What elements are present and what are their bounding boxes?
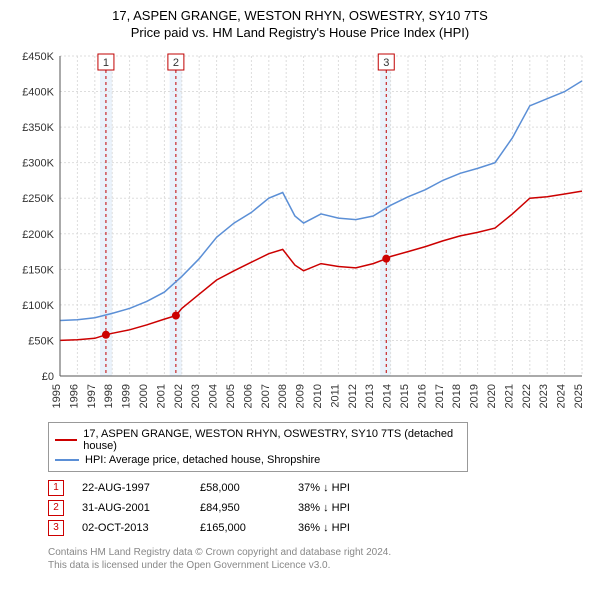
sale-date: 31-AUG-2001 xyxy=(82,502,182,514)
svg-text:2009: 2009 xyxy=(295,384,307,408)
sale-price: £58,000 xyxy=(200,482,280,494)
legend: 17, ASPEN GRANGE, WESTON RHYN, OSWESTRY,… xyxy=(48,422,468,472)
svg-text:£300K: £300K xyxy=(22,157,54,169)
svg-text:£450K: £450K xyxy=(22,51,54,63)
svg-text:1998: 1998 xyxy=(103,384,115,408)
sale-delta: 38% ↓ HPI xyxy=(298,502,378,514)
table-row: 1 22-AUG-1997 £58,000 37% ↓ HPI xyxy=(48,478,586,498)
svg-text:£0: £0 xyxy=(42,371,54,383)
svg-text:2010: 2010 xyxy=(312,384,324,408)
svg-text:£50K: £50K xyxy=(28,335,54,347)
table-row: 2 31-AUG-2001 £84,950 38% ↓ HPI xyxy=(48,498,586,518)
legend-label: HPI: Average price, detached house, Shro… xyxy=(85,454,320,466)
table-row: 3 02-OCT-2013 £165,000 36% ↓ HPI xyxy=(48,518,586,538)
legend-swatch xyxy=(55,459,79,461)
svg-text:2008: 2008 xyxy=(277,384,289,408)
title-block: 17, ASPEN GRANGE, WESTON RHYN, OSWESTRY,… xyxy=(10,8,590,42)
legend-item: 17, ASPEN GRANGE, WESTON RHYN, OSWESTRY,… xyxy=(55,427,461,453)
sale-price: £84,950 xyxy=(200,502,280,514)
svg-text:1996: 1996 xyxy=(68,384,80,408)
chart-container: 17, ASPEN GRANGE, WESTON RHYN, OSWESTRY,… xyxy=(0,0,600,590)
sale-marker-icon: 2 xyxy=(48,500,64,516)
title-line2: Price paid vs. HM Land Registry's House … xyxy=(10,25,590,42)
legend-item: HPI: Average price, detached house, Shro… xyxy=(55,453,461,467)
sale-delta: 37% ↓ HPI xyxy=(298,482,378,494)
sale-marker-icon: 1 xyxy=(48,480,64,496)
svg-text:£150K: £150K xyxy=(22,264,54,276)
svg-text:2018: 2018 xyxy=(451,384,463,408)
line-chart: £0 £50K £100K £150K £200K £250K £300K £350K £400… xyxy=(10,46,590,416)
sale-date: 22-AUG-1997 xyxy=(82,482,182,494)
sales-table: 1 22-AUG-1997 £58,000 37% ↓ HPI 2 31-AUG… xyxy=(48,478,586,538)
svg-text:2: 2 xyxy=(173,57,179,69)
svg-text:1999: 1999 xyxy=(121,384,133,408)
svg-text:2021: 2021 xyxy=(503,384,515,408)
footer-line2: This data is licensed under the Open Gov… xyxy=(48,559,586,572)
svg-text:2022: 2022 xyxy=(521,384,533,408)
svg-text:2006: 2006 xyxy=(242,384,254,408)
svg-text:£200K: £200K xyxy=(22,229,54,241)
sale-price: £165,000 xyxy=(200,522,280,534)
svg-text:2004: 2004 xyxy=(208,384,220,408)
svg-text:£350K: £350K xyxy=(22,122,54,134)
svg-text:1: 1 xyxy=(103,57,109,69)
svg-text:3: 3 xyxy=(383,57,389,69)
svg-text:1997: 1997 xyxy=(86,384,98,408)
sale-marker-icon: 3 xyxy=(48,520,64,536)
svg-text:2002: 2002 xyxy=(173,384,185,408)
svg-text:2024: 2024 xyxy=(556,384,568,408)
svg-text:1995: 1995 xyxy=(51,384,63,408)
sale-date: 02-OCT-2013 xyxy=(82,522,182,534)
svg-text:£250K: £250K xyxy=(22,193,54,205)
chart-area: £0 £50K £100K £150K £200K £250K £300K £350K £400… xyxy=(10,46,590,416)
svg-text:2003: 2003 xyxy=(190,384,202,408)
legend-label: 17, ASPEN GRANGE, WESTON RHYN, OSWESTRY,… xyxy=(83,428,461,452)
svg-text:2011: 2011 xyxy=(329,384,341,408)
footer: Contains HM Land Registry data © Crown c… xyxy=(48,546,586,572)
svg-text:2015: 2015 xyxy=(399,384,411,408)
legend-swatch xyxy=(55,439,77,441)
svg-text:2007: 2007 xyxy=(260,384,272,408)
svg-text:2017: 2017 xyxy=(434,384,446,408)
svg-text:2000: 2000 xyxy=(138,384,150,408)
svg-text:2020: 2020 xyxy=(486,384,498,408)
title-line1: 17, ASPEN GRANGE, WESTON RHYN, OSWESTRY,… xyxy=(10,8,590,25)
svg-text:£100K: £100K xyxy=(22,300,54,312)
svg-text:2013: 2013 xyxy=(364,384,376,408)
svg-text:2012: 2012 xyxy=(347,384,359,408)
sale-delta: 36% ↓ HPI xyxy=(298,522,378,534)
svg-text:2019: 2019 xyxy=(469,384,481,408)
footer-line1: Contains HM Land Registry data © Crown c… xyxy=(48,546,586,559)
svg-text:2025: 2025 xyxy=(573,384,585,408)
svg-text:2016: 2016 xyxy=(416,384,428,408)
svg-text:2023: 2023 xyxy=(538,384,550,408)
svg-text:2005: 2005 xyxy=(225,384,237,408)
svg-text:2014: 2014 xyxy=(382,384,394,408)
svg-text:£400K: £400K xyxy=(22,86,54,98)
svg-text:2001: 2001 xyxy=(155,384,167,408)
